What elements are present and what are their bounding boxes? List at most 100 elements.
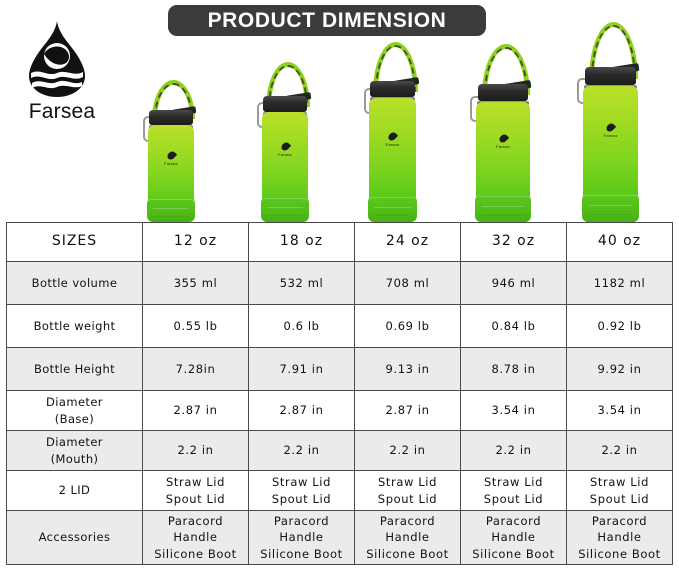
cell-lid-24oz: Straw Lid Spout Lid xyxy=(354,470,461,511)
silicone-boot xyxy=(261,198,309,222)
cell-lid-24oz-line2: Spout Lid xyxy=(377,491,438,506)
row-label-bottle-weight: Bottle weight xyxy=(6,304,143,348)
table-row: Diameter (Mouth) 2.2 in 2.2 in 2.2 in 2.… xyxy=(6,430,673,471)
cell-lid-18oz-line2: Spout Lid xyxy=(271,491,332,506)
row-label-diameter-base: Diameter (Base) xyxy=(6,390,143,431)
bottle-lid xyxy=(584,67,637,85)
brand-logo: Farsea xyxy=(12,20,112,130)
table-row: Bottle weight 0.55 lb 0.6 lb 0.69 lb 0.8… xyxy=(6,304,673,348)
row-label-diameter-base-line1: Diameter xyxy=(46,395,103,410)
cell-accessories-18oz: Paracord Handle Silicone Boot xyxy=(248,510,355,565)
bottle-lid xyxy=(370,81,415,97)
cell-accessories-40oz-line2: Silicone Boot xyxy=(578,546,661,561)
bottle-image-12oz: Farsea xyxy=(143,80,197,222)
bottle-image-24oz: Farsea xyxy=(364,42,420,222)
cell-lid-32oz-line2: Spout Lid xyxy=(483,491,544,506)
cell-lid-40oz-line2: Spout Lid xyxy=(589,491,650,506)
cell-accessories-24oz: Paracord Handle Silicone Boot xyxy=(354,510,461,565)
water-droplet-wave-logo-icon xyxy=(29,21,85,97)
cell-accessories-18oz-line2: Silicone Boot xyxy=(260,546,343,561)
row-label-accessories: Accessories xyxy=(6,510,143,565)
title-banner: PRODUCT DIMENSION xyxy=(168,5,486,36)
cell-diameter-mouth-32oz: 2.2 in xyxy=(460,430,567,471)
cell-diameter-base-18oz: 2.87 in xyxy=(248,390,355,431)
cell-diameter-base-24oz: 2.87 in xyxy=(354,390,461,431)
bottle-logo-text: Farsea xyxy=(385,142,400,147)
cell-accessories-32oz-line2: Silicone Boot xyxy=(472,546,555,561)
column-header-18oz: 18 oz xyxy=(248,222,355,262)
cell-lid-18oz: Straw Lid Spout Lid xyxy=(248,470,355,511)
bottle-logo: Farsea xyxy=(148,149,194,166)
cell-bottle-weight-24oz: 0.69 lb xyxy=(354,304,461,348)
hero-section: Farsea PRODUCT DIMENSION Farsea xyxy=(0,0,679,222)
column-header-32oz: 32 oz xyxy=(460,222,567,262)
droplet-icon xyxy=(386,130,399,143)
column-header-40oz: 40 oz xyxy=(566,222,673,262)
cell-bottle-height-12oz: 7.28in xyxy=(142,347,249,391)
bottle-lid xyxy=(149,110,193,125)
cell-bottle-height-24oz: 9.13 in xyxy=(354,347,461,391)
cell-accessories-32oz-line1: Paracord Handle xyxy=(485,514,542,545)
cell-lid-40oz: Straw Lid Spout Lid xyxy=(566,470,673,511)
cell-accessories-24oz-line2: Silicone Boot xyxy=(366,546,449,561)
cell-accessories-32oz: Paracord Handle Silicone Boot xyxy=(460,510,567,565)
cell-bottle-volume-18oz: 532 ml xyxy=(248,261,355,305)
cell-bottle-height-40oz: 9.92 in xyxy=(566,347,673,391)
table-row: Accessories Paracord Handle Silicone Boo… xyxy=(6,510,673,565)
cell-accessories-24oz-line1: Paracord Handle xyxy=(379,514,436,545)
table-row: Bottle Height 7.28in 7.91 in 9.13 in 8.7… xyxy=(6,347,673,391)
bottle-lid xyxy=(477,84,529,101)
droplet-icon xyxy=(497,132,509,145)
cell-lid-32oz: Straw Lid Spout Lid xyxy=(460,470,567,511)
cell-lid-32oz-line1: Straw Lid xyxy=(484,475,543,490)
table-row: Diameter (Base) 2.87 in 2.87 in 2.87 in … xyxy=(6,390,673,431)
row-label-diameter-mouth-line1: Diameter xyxy=(46,435,103,450)
row-label-bottle-height: Bottle Height xyxy=(6,347,143,391)
row-label-diameter-base-line2: (Base) xyxy=(54,411,95,426)
cell-bottle-weight-40oz: 0.92 lb xyxy=(566,304,673,348)
cell-lid-12oz-line1: Straw Lid xyxy=(166,475,225,490)
cell-bottle-weight-12oz: 0.55 lb xyxy=(142,304,249,348)
cell-bottle-weight-18oz: 0.6 lb xyxy=(248,304,355,348)
cell-accessories-12oz-line1: Paracord Handle xyxy=(167,514,224,545)
cell-accessories-40oz-line1: Paracord Handle xyxy=(591,514,648,545)
row-label-diameter-mouth-line2: (Mouth) xyxy=(50,451,99,466)
droplet-icon xyxy=(279,140,291,153)
cell-lid-12oz-line2: Spout Lid xyxy=(165,491,226,506)
cell-bottle-height-32oz: 8.78 in xyxy=(460,347,567,391)
bottle-logo: Farsea xyxy=(583,121,638,138)
cell-bottle-volume-24oz: 708 ml xyxy=(354,261,461,305)
bottle-logo: Farsea xyxy=(262,140,308,157)
cell-accessories-12oz: Paracord Handle Silicone Boot xyxy=(142,510,249,565)
cell-diameter-mouth-24oz: 2.2 in xyxy=(354,430,461,471)
bottle-lid xyxy=(263,96,307,112)
cell-accessories-12oz-line2: Silicone Boot xyxy=(154,546,237,561)
column-header-sizes: SIZES xyxy=(6,222,143,262)
cell-bottle-height-18oz: 7.91 in xyxy=(248,347,355,391)
bottle-image-32oz: Farsea xyxy=(470,44,532,222)
droplet-icon xyxy=(165,149,177,162)
silicone-boot xyxy=(147,199,195,222)
cell-bottle-volume-12oz: 355 ml xyxy=(142,261,249,305)
cell-bottle-volume-40oz: 1182 ml xyxy=(566,261,673,305)
cell-diameter-base-12oz: 2.87 in xyxy=(142,390,249,431)
row-label-diameter-mouth: Diameter (Mouth) xyxy=(6,430,143,471)
bottle-logo: Farsea xyxy=(476,132,530,149)
bottle-image-18oz: Farsea xyxy=(257,62,312,222)
bottle-logo-text: Farsea xyxy=(164,161,178,166)
bottle-logo: Farsea xyxy=(369,130,416,147)
table-header-row: SIZES 12 oz 18 oz 24 oz 32 oz 40 oz xyxy=(6,222,673,262)
column-header-24oz: 24 oz xyxy=(354,222,461,262)
cell-lid-24oz-line1: Straw Lid xyxy=(378,475,437,490)
cell-bottle-volume-32oz: 946 ml xyxy=(460,261,567,305)
row-label-bottle-volume: Bottle volume xyxy=(6,261,143,305)
table-row: Bottle volume 355 ml 532 ml 708 ml 946 m… xyxy=(6,261,673,305)
silicone-boot xyxy=(475,196,531,222)
specification-table: SIZES 12 oz 18 oz 24 oz 32 oz 40 oz Bott… xyxy=(6,222,673,565)
cell-bottle-weight-32oz: 0.84 lb xyxy=(460,304,567,348)
row-label-2-lid: 2 LID xyxy=(6,470,143,511)
cell-diameter-mouth-12oz: 2.2 in xyxy=(142,430,249,471)
table-row: 2 LID Straw Lid Spout Lid Straw Lid Spou… xyxy=(6,470,673,511)
silicone-boot xyxy=(582,195,639,222)
column-header-12oz: 12 oz xyxy=(142,222,249,262)
